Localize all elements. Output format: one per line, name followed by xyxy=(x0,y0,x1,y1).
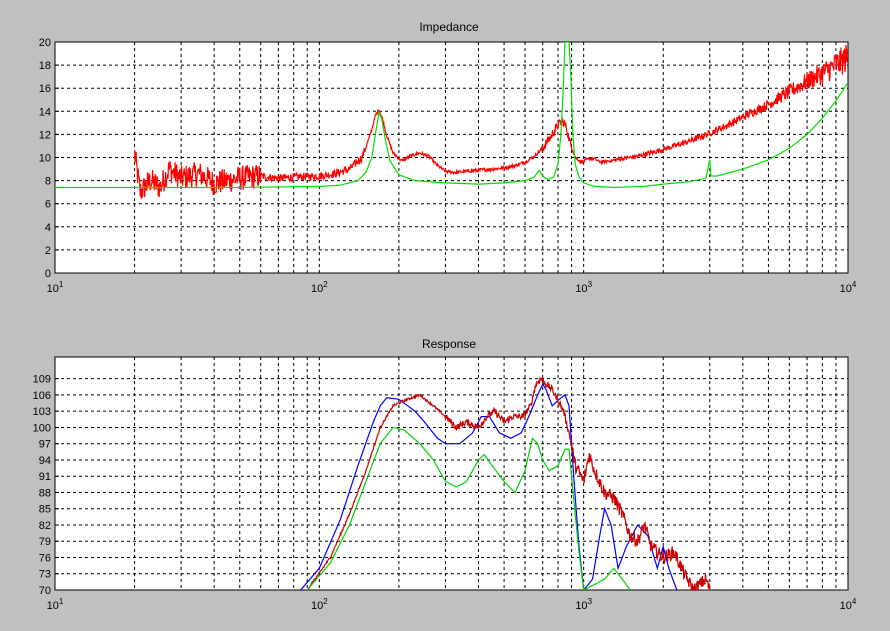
response-x-tick-label: 102 xyxy=(311,597,328,612)
impedance-x-tick-label: 103 xyxy=(575,280,592,295)
impedance-y-tick-label: 8 xyxy=(45,176,51,188)
response-plot-area xyxy=(54,356,849,591)
response-x-tick-label: 101 xyxy=(47,597,64,612)
response-y-ticks: 70 73 76 79 82 85 88 91 94 97 100 103 106 109 xyxy=(33,374,59,597)
impedance-title: Impedance xyxy=(419,20,479,34)
response-y-tick-label: 88 xyxy=(39,487,51,499)
impedance-x-tick-label: 104 xyxy=(840,280,857,295)
response-x-tick-label: 104 xyxy=(840,597,857,612)
impedance-y-tick-label: 12 xyxy=(39,129,51,141)
impedance-y-tick-label: 10 xyxy=(39,153,51,165)
response-y-tick-label: 82 xyxy=(39,520,51,532)
response-y-tick-label: 97 xyxy=(39,439,51,451)
impedance-plot: Impedance 0 2 4 6 8 10 12 14 16 18 20 101 102 103 104 xyxy=(39,20,857,295)
impedance-series-line-0 xyxy=(134,44,848,199)
impedance-y-tick-label: 6 xyxy=(45,199,51,211)
response-y-tick-label: 85 xyxy=(39,504,51,516)
impedance-x-tick-label: 102 xyxy=(311,280,328,295)
response-x-tick-label: 103 xyxy=(575,597,592,612)
response-y-tick-label: 100 xyxy=(33,422,51,434)
response-title: Response xyxy=(422,337,476,351)
response-y-tick-label: 103 xyxy=(33,406,51,418)
response-grid xyxy=(55,357,848,590)
response-series xyxy=(300,376,711,590)
impedance-y-tick-label: 14 xyxy=(39,106,51,118)
impedance-y-tick-label: 2 xyxy=(45,245,51,257)
impedance-y-ticks: 0 2 4 6 8 10 12 14 16 18 20 xyxy=(39,37,59,280)
response-y-tick-label: 109 xyxy=(33,374,51,386)
impedance-y-tick-label: 20 xyxy=(39,37,51,49)
response-y-tick-label: 73 xyxy=(39,569,51,581)
response-plot: Response 70 73 76 79 82 85 88 91 94 97 100 103 106 10… xyxy=(33,337,857,612)
impedance-x-tick-label: 101 xyxy=(47,280,64,295)
response-series-line-2 xyxy=(306,426,631,590)
impedance-y-tick-label: 4 xyxy=(45,222,51,234)
impedance-y-tick-label: 16 xyxy=(39,83,51,95)
response-y-tick-label: 79 xyxy=(39,536,51,548)
response-y-tick-label: 94 xyxy=(39,455,51,467)
response-y-tick-label: 106 xyxy=(33,390,51,402)
response-x-ticks: 101 102 103 104 xyxy=(47,597,857,612)
response-y-tick-label: 76 xyxy=(39,552,51,564)
impedance-y-tick-label: 0 xyxy=(45,268,51,280)
impedance-y-tick-label: 18 xyxy=(39,60,51,72)
response-y-tick-label: 70 xyxy=(39,585,51,597)
response-series-line-1 xyxy=(306,376,711,590)
impedance-series xyxy=(55,42,848,199)
response-series-line-0 xyxy=(300,382,678,590)
response-y-tick-label: 91 xyxy=(39,471,51,483)
impedance-x-ticks: 101 102 103 104 xyxy=(47,280,857,295)
impedance-series-line-1 xyxy=(55,42,848,189)
